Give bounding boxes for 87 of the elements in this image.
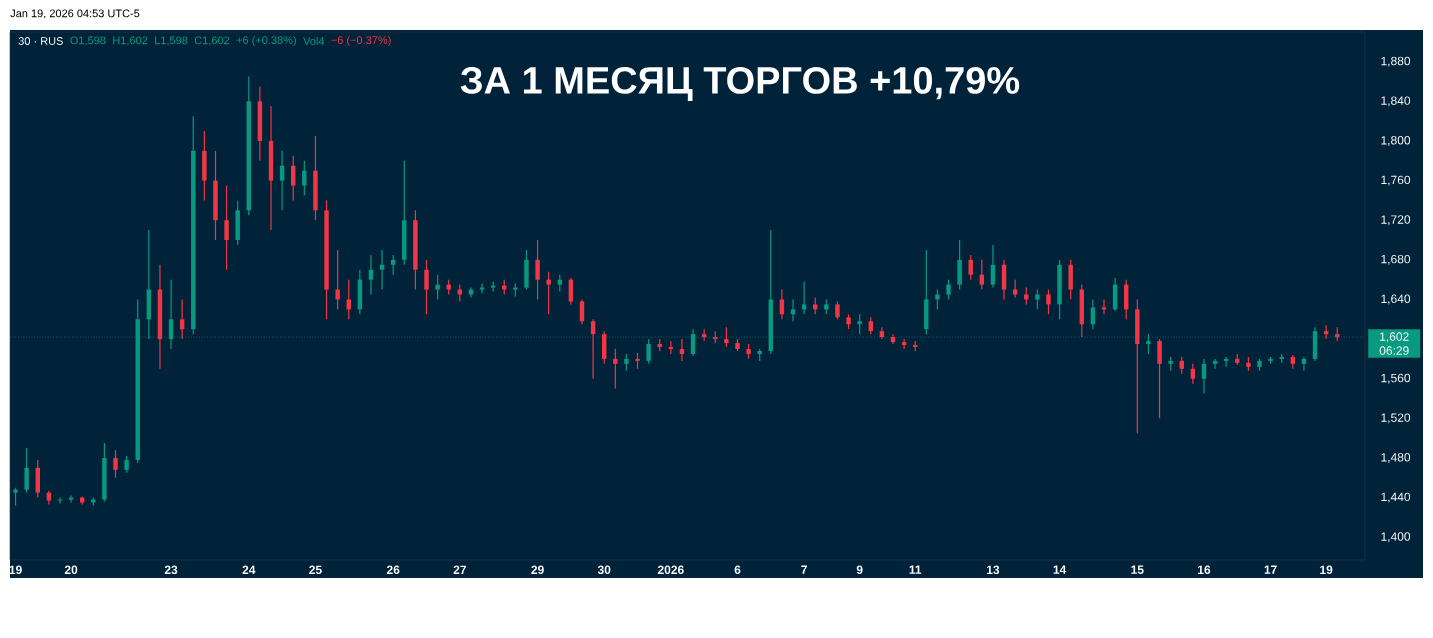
- candlestick: [646, 338, 651, 365]
- y-tick-label: 1,520: [1381, 413, 1411, 424]
- candlestick: [24, 447, 29, 494]
- x-tick-label: 30: [597, 565, 611, 575]
- candlestick: [424, 259, 429, 315]
- candlestick: [590, 318, 596, 380]
- x-tick-label: 25: [309, 565, 322, 575]
- y-tick-label: 1,440: [1381, 492, 1411, 503]
- candlestick: [368, 254, 374, 296]
- candlestick: [613, 348, 618, 390]
- candlestick: [779, 288, 785, 320]
- annotation: +6 (+0.38%): [236, 35, 296, 47]
- x-tick-label: 16: [1198, 565, 1211, 575]
- candlestick: [857, 313, 862, 335]
- x-tick-label: 19: [9, 565, 22, 575]
- candlestick: [291, 155, 296, 201]
- y-tick-label: 1,400: [1381, 532, 1411, 543]
- x-tick-label: 19: [1320, 565, 1333, 575]
- candlestick: [179, 298, 185, 340]
- annotation: −6 (−0.37%): [331, 35, 391, 47]
- x-tick-label: 24: [242, 565, 256, 574]
- candlestick: [1201, 358, 1207, 395]
- candlestick: [1157, 338, 1162, 419]
- y-tick-label: 1,480: [1381, 453, 1411, 463]
- text: 06:29: [1379, 346, 1409, 355]
- x-tick-label: 14: [1053, 565, 1067, 574]
- y-tick-label: 1,760: [1381, 175, 1411, 186]
- candlestick: [579, 298, 585, 325]
- x-tick-label: 17: [1264, 565, 1277, 574]
- candlestick: [801, 281, 807, 315]
- text: Jan 19, 2026 04:53 UTC-5: [10, 9, 140, 19]
- candlestick: [435, 274, 440, 301]
- candlestick: [546, 271, 551, 315]
- y-tick-label: 1,680: [1381, 254, 1411, 265]
- candlestick: [390, 254, 396, 276]
- y-tick-label: 1,560: [1381, 373, 1411, 384]
- x-tick-label: 2026: [657, 565, 684, 575]
- candlestick: [1212, 358, 1218, 370]
- candlestick: [790, 298, 796, 322]
- x-tick-label: 26: [386, 565, 400, 575]
- x-tick-label: 6: [734, 565, 741, 575]
- candlestick: [346, 279, 351, 320]
- candlestick: [1090, 298, 1096, 330]
- candlestick: [1035, 288, 1040, 310]
- annotation: C1,602: [194, 36, 230, 46]
- candlestick: [57, 496, 63, 505]
- candlestick: [379, 249, 385, 291]
- candlestick: [901, 338, 907, 350]
- candlestick: [679, 338, 685, 362]
- annotation: H1,602: [113, 36, 148, 46]
- candlestick: [1146, 333, 1151, 355]
- x-tick-label: 13: [987, 565, 1000, 575]
- candlestick: [968, 254, 973, 281]
- candlestick: [935, 288, 940, 310]
- x-tick-label: 15: [1131, 565, 1144, 574]
- y-tick-label: 1,800: [1381, 136, 1411, 146]
- candlestick: [302, 160, 307, 197]
- annotation: Vol4: [303, 36, 325, 46]
- candlestick: [1301, 356, 1307, 372]
- annotation: O1,598: [70, 36, 106, 46]
- x-tick-label: 20: [64, 565, 78, 575]
- candlestick: [979, 259, 985, 291]
- text: ЗА 1 МЕСЯЦ ТОРГОВ +10,79%: [460, 66, 1020, 102]
- candlestick: [1190, 363, 1196, 385]
- x-tick-label: 11: [909, 565, 922, 574]
- candlestick: [724, 326, 729, 348]
- y-tick-label: 1,640: [1381, 294, 1411, 305]
- ref-line-label: 1,602: [1380, 332, 1409, 343]
- x-tick-label: 7: [801, 565, 807, 574]
- y-tick-label: 1,880: [1381, 56, 1411, 67]
- candlestick: [279, 150, 285, 211]
- candlestick: [946, 279, 951, 301]
- x-tick-label: 9: [856, 565, 863, 575]
- candlestick: [990, 244, 996, 289]
- x-tick-label: 27: [453, 565, 466, 574]
- candlestick: [1323, 324, 1329, 340]
- candlestick: [224, 184, 229, 271]
- candlestick: [335, 249, 340, 310]
- x-tick-label: 29: [531, 565, 544, 575]
- y-tick-label: 1,720: [1381, 215, 1411, 226]
- annotation: L1,598: [155, 36, 188, 46]
- candlestick: [535, 239, 540, 301]
- annotation: 30 · RUS: [18, 37, 63, 45]
- y-tick-label: 1,840: [1381, 96, 1411, 107]
- candlestick: [1046, 288, 1051, 315]
- x-tick-label: 23: [164, 565, 178, 575]
- candlestick: [113, 449, 118, 479]
